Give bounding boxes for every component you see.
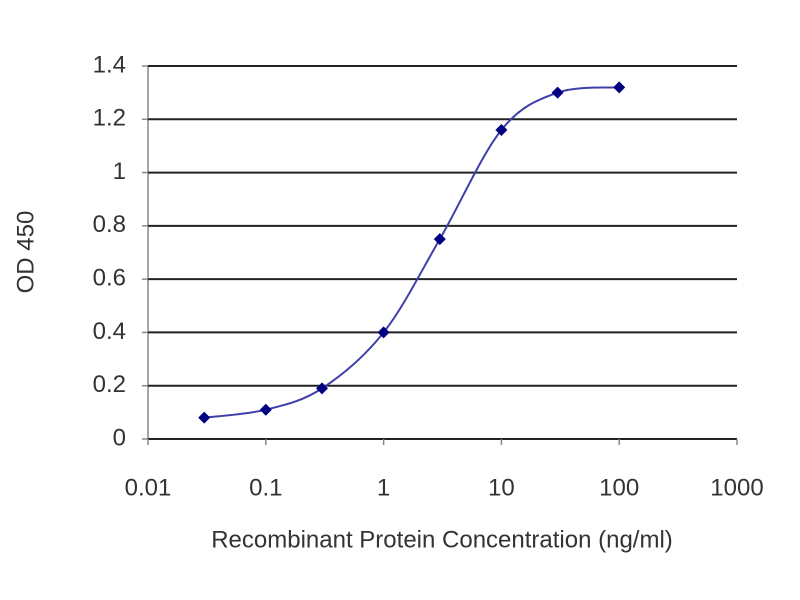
x-tick-label: 100 — [599, 474, 639, 501]
line — [204, 86, 620, 419]
x-tick-label: 1 — [377, 474, 390, 501]
y-tick-label: 1 — [113, 158, 126, 185]
x-axis-title: Recombinant Protein Concentration (ng/ml… — [211, 526, 673, 553]
marker — [377, 326, 390, 339]
marker — [316, 382, 329, 395]
marker — [613, 81, 626, 94]
x-tick-label: 1000 — [710, 474, 763, 501]
y-tick-label: 0.2 — [93, 371, 126, 398]
y-tick-label: 0.6 — [93, 264, 126, 291]
x-tick-label: 10 — [488, 474, 515, 501]
y-tick-label: 0 — [113, 424, 126, 451]
y-tick-label: 0.8 — [93, 211, 126, 238]
y-tick-label: 1.2 — [93, 105, 126, 132]
x-tick-label: 0.01 — [125, 474, 172, 501]
y-axis-title: OD 450 — [12, 211, 39, 294]
x-tick-label: 0.1 — [249, 474, 282, 501]
marker — [433, 233, 446, 246]
y-tick-label: 0.4 — [93, 318, 126, 345]
marker — [551, 86, 564, 99]
marker — [259, 403, 272, 416]
marker — [198, 411, 211, 424]
marker — [495, 123, 508, 136]
y-tick-label: 1.4 — [93, 51, 126, 78]
